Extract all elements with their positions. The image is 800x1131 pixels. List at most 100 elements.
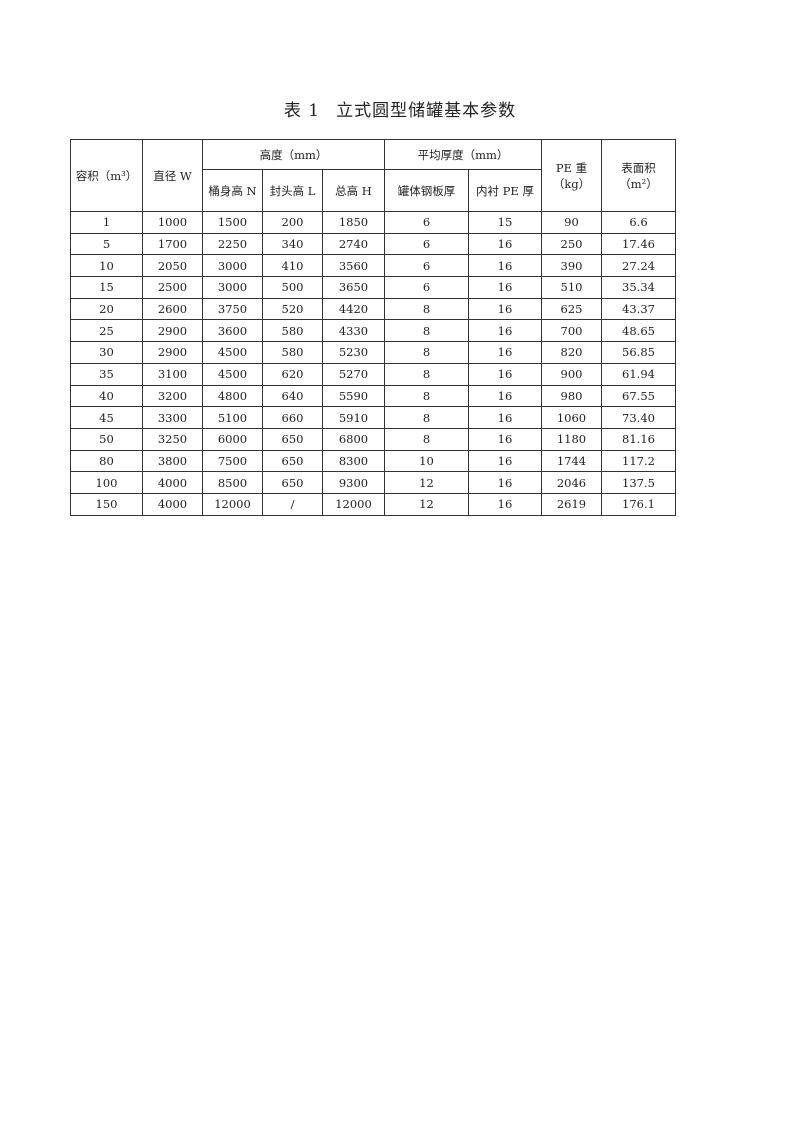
header-steel-thickness: 罐体钢板厚 xyxy=(384,169,469,212)
cell-total-height: 6800 xyxy=(322,427,385,451)
cell-pe-weight: 700 xyxy=(541,319,602,343)
cell-volume: 10 xyxy=(70,254,143,278)
table-row: 40 3200 4800 640 5590 8 16 980 67.55 xyxy=(70,384,676,408)
header-height-group: 高度（mm） xyxy=(202,139,385,170)
cell-total-height: 1850 xyxy=(322,211,385,234)
cell-volume: 100 xyxy=(70,471,143,494)
cell-pe-weight: 625 xyxy=(541,297,602,321)
cell-pe-thickness: 16 xyxy=(468,297,542,321)
cell-total-height: 12000 xyxy=(322,492,385,516)
cell-volume: 35 xyxy=(70,362,143,386)
cell-steel-thickness: 6 xyxy=(384,254,469,278)
cell-diameter: 3800 xyxy=(142,449,203,473)
cell-total-height: 2740 xyxy=(322,232,385,256)
header-surface-area: 表面积 （m²） xyxy=(601,139,676,212)
cell-surface-area: 56.85 xyxy=(601,341,676,364)
cell-pe-thickness: 15 xyxy=(468,211,542,234)
cell-body-height: 3000 xyxy=(202,276,263,299)
cell-pe-weight: 250 xyxy=(541,232,602,256)
table-row: 100 4000 8500 650 9300 12 16 2046 137.5 xyxy=(70,471,676,494)
cell-diameter: 3250 xyxy=(142,427,203,451)
cell-head-height: 200 xyxy=(262,211,323,234)
header-body-height: 桶身高 N xyxy=(202,169,263,212)
cell-steel-thickness: 8 xyxy=(384,362,469,386)
cell-body-height: 7500 xyxy=(202,449,263,473)
cell-pe-weight: 510 xyxy=(541,276,602,299)
cell-total-height: 5230 xyxy=(322,341,385,364)
cell-surface-area: 117.2 xyxy=(601,449,676,473)
cell-diameter: 2900 xyxy=(142,319,203,343)
cell-total-height: 3650 xyxy=(322,276,385,299)
cell-volume: 45 xyxy=(70,406,143,429)
cell-body-height: 3750 xyxy=(202,297,263,321)
cell-steel-thickness: 8 xyxy=(384,384,469,408)
cell-steel-thickness: 6 xyxy=(384,232,469,256)
cell-pe-thickness: 16 xyxy=(468,276,542,299)
cell-total-height: 8300 xyxy=(322,449,385,473)
cell-head-height: 650 xyxy=(262,427,323,451)
surface-area-label: 表面积 xyxy=(621,160,656,175)
table-row: 5 1700 2250 340 2740 6 16 250 17.46 xyxy=(70,232,676,256)
cell-volume: 30 xyxy=(70,341,143,364)
cell-steel-thickness: 8 xyxy=(384,341,469,364)
cell-body-height: 4500 xyxy=(202,341,263,364)
cell-head-height: 580 xyxy=(262,341,323,364)
surface-area-unit: （m²） xyxy=(619,176,658,191)
table-row: 150 4000 12000/12000 12 16 2619 176.1 xyxy=(70,492,676,516)
cell-pe-weight: 1744 xyxy=(541,449,602,473)
cell-steel-thickness: 12 xyxy=(384,492,469,516)
cell-head-height: 650 xyxy=(262,449,323,473)
cell-pe-thickness: 16 xyxy=(468,341,542,364)
cell-diameter: 2500 xyxy=(142,276,203,299)
table-row: 35 3100 4500 620 5270 8 16 900 61.94 xyxy=(70,362,676,386)
cell-surface-area: 81.16 xyxy=(601,427,676,451)
cell-body-height: 8500 xyxy=(202,471,263,494)
cell-body-height: 5100 xyxy=(202,406,263,429)
cell-body-height: 6000 xyxy=(202,427,263,451)
header-pe-weight: PE 重（kg） xyxy=(541,139,602,212)
cell-head-height: 640 xyxy=(262,384,323,408)
cell-surface-area: 6.6 xyxy=(601,211,676,234)
header-total-height: 总高 H xyxy=(322,169,385,212)
table-row: 25 2900 3600 580 4330 8 16 700 48.65 xyxy=(70,319,676,343)
cell-pe-thickness: 16 xyxy=(468,471,542,494)
table-title: 立式圆型储罐基本参数 xyxy=(336,101,517,121)
cell-volume: 5 xyxy=(70,232,143,256)
table-row: 15 2500 3000 500 3650 6 16 510 35.34 xyxy=(70,276,676,299)
cell-surface-area: 43.37 xyxy=(601,297,676,321)
cell-pe-weight: 1180 xyxy=(541,427,602,451)
cell-pe-weight: 1060 xyxy=(541,406,602,429)
cell-steel-thickness: 8 xyxy=(384,297,469,321)
cell-diameter: 2050 xyxy=(142,254,203,278)
cell-body-height: 1500 xyxy=(202,211,263,234)
cell-diameter: 1000 xyxy=(142,211,203,234)
cell-diameter: 1700 xyxy=(142,232,203,256)
cell-surface-area: 137.5 xyxy=(601,471,676,494)
cell-body-height: 4500 xyxy=(202,362,263,386)
header-head-height: 封头高 L xyxy=(262,169,323,212)
table-caption: 表 1 立式圆型储罐基本参数 xyxy=(0,96,800,121)
cell-head-height: 500 xyxy=(262,276,323,299)
cell-surface-area: 35.34 xyxy=(601,276,676,299)
cell-surface-area: 17.46 xyxy=(601,232,676,256)
cell-pe-thickness: 16 xyxy=(468,406,542,429)
cell-body-height: 4800 xyxy=(202,384,263,408)
cell-pe-weight: 980 xyxy=(541,384,602,408)
table-row: 10 2050 3000 410 3560 6 16 390 27.24 xyxy=(70,254,676,278)
cell-diameter: 3200 xyxy=(142,384,203,408)
cell-pe-weight: 390 xyxy=(541,254,602,278)
cell-steel-thickness: 6 xyxy=(384,211,469,234)
table-body: 1 1000 1500 200 1850 6 15 90 6.6 5 1700 2250 340 2740… xyxy=(70,211,676,516)
cell-head-height: 650 xyxy=(262,471,323,494)
cell-pe-thickness: 16 xyxy=(468,384,542,408)
cell-steel-thickness: 8 xyxy=(384,427,469,451)
pe-weight-label: PE 重 xyxy=(555,160,588,175)
cell-head-height: 620 xyxy=(262,362,323,386)
cell-pe-weight: 90 xyxy=(541,211,602,234)
cell-volume: 25 xyxy=(70,319,143,343)
cell-diameter: 3300 xyxy=(142,406,203,429)
cell-surface-area: 176.1 xyxy=(601,492,676,516)
cell-surface-area: 27.24 xyxy=(601,254,676,278)
cell-body-height: 3000 xyxy=(202,254,263,278)
cell-pe-thickness: 16 xyxy=(468,232,542,256)
